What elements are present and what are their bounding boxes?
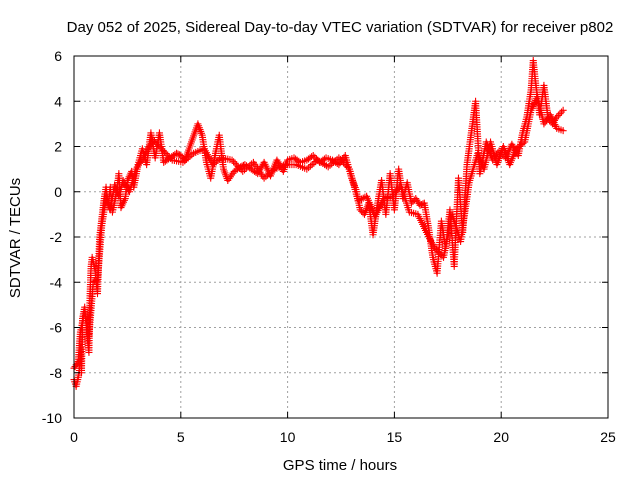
data-point-marker xyxy=(336,155,344,163)
data-point-marker xyxy=(179,158,187,166)
data-point-marker xyxy=(234,163,242,171)
data-point-marker xyxy=(233,161,241,169)
data-point-marker xyxy=(308,161,316,169)
y-tick-label: 4 xyxy=(54,93,62,109)
data-point-marker xyxy=(164,151,172,159)
y-tick-label: -10 xyxy=(42,410,62,426)
data-point-marker xyxy=(73,359,81,367)
data-point-marker xyxy=(181,157,189,165)
x-tick-label: 20 xyxy=(493,429,509,445)
data-point-marker xyxy=(556,110,564,118)
data-point-marker xyxy=(314,156,322,164)
data-point-marker xyxy=(230,158,238,166)
data-point-marker xyxy=(306,162,314,170)
axis-ticks: 0 5 10 15 20 25 -10 -8 -6 -4 -2 0 2 4 6 xyxy=(42,48,616,445)
data-point-marker xyxy=(309,152,317,160)
data-point-marker xyxy=(241,166,249,174)
data-point-marker xyxy=(239,167,247,175)
data-point-marker xyxy=(324,163,332,171)
data-point-marker xyxy=(267,168,275,176)
data-point-marker xyxy=(344,164,352,172)
data-point-marker xyxy=(184,154,192,162)
x-tick-label: 5 xyxy=(177,429,185,445)
data-point-marker xyxy=(186,152,194,160)
y-tick-label: -8 xyxy=(50,365,63,381)
data-point-marker xyxy=(165,153,173,161)
data-point-marker xyxy=(188,151,196,159)
data-point-marker xyxy=(339,159,347,167)
x-tick-label: 15 xyxy=(387,429,403,445)
data-point-marker xyxy=(269,167,277,175)
data-point-marker xyxy=(328,160,336,168)
data-point-marker xyxy=(308,153,316,161)
data-point-marker xyxy=(335,154,343,162)
data-point-marker xyxy=(305,164,313,172)
data-point-marker xyxy=(341,160,349,168)
data-point-marker xyxy=(228,156,236,164)
data-point-marker xyxy=(559,127,567,135)
data-point-marker xyxy=(242,164,250,172)
y-tick-label: 2 xyxy=(54,139,62,155)
data-point-marker xyxy=(554,111,562,119)
y-tick-label: -2 xyxy=(50,229,63,245)
chart-title: Day 052 of 2025, Sidereal Day-to-day VTE… xyxy=(67,19,614,36)
data-point-marker xyxy=(236,164,244,172)
data-point-marker xyxy=(265,170,273,178)
data-point-marker xyxy=(216,155,224,163)
data-point-marker xyxy=(338,157,346,165)
data-point-marker xyxy=(319,159,327,167)
data-point-marker xyxy=(260,174,268,182)
y-tick-label: 0 xyxy=(54,184,62,200)
data-point-marker xyxy=(182,155,190,163)
data-point-marker xyxy=(331,157,339,165)
data-point-marker xyxy=(158,145,166,153)
data-point-marker xyxy=(92,277,100,285)
data-point-marker xyxy=(342,162,350,170)
y-tick-label: 6 xyxy=(54,48,62,64)
data-point-marker xyxy=(156,143,164,151)
data-point-marker xyxy=(231,159,239,167)
data-point-marker xyxy=(161,148,169,156)
data-point-marker xyxy=(264,171,272,179)
data-point-marker xyxy=(244,163,252,171)
data-point-marker xyxy=(262,173,270,181)
data-point-marker xyxy=(310,159,318,167)
data-point-marker xyxy=(519,139,527,147)
data-point-marker xyxy=(167,154,175,162)
x-axis-label: GPS time / hours xyxy=(283,457,397,474)
data-point-marker xyxy=(162,150,170,158)
data-point-marker xyxy=(558,108,566,116)
data-point-marker xyxy=(315,157,323,165)
x-tick-label: 25 xyxy=(600,429,616,445)
data-point-marker xyxy=(317,158,325,166)
data-point-marker xyxy=(330,158,338,166)
data-point-marker xyxy=(246,161,254,169)
data-point-marker xyxy=(159,146,167,154)
y-axis-label: SDTVAR / TECUs xyxy=(7,178,24,298)
data-point-marker xyxy=(326,161,334,169)
y-tick-label: -4 xyxy=(50,274,63,290)
data-series xyxy=(70,57,567,390)
x-tick-label: 10 xyxy=(280,429,296,445)
data-point-marker xyxy=(559,106,567,114)
y-tick-label: -6 xyxy=(50,320,63,336)
data-point-marker xyxy=(303,165,311,173)
x-tick-label: 0 xyxy=(70,429,78,445)
data-point-marker xyxy=(321,161,329,169)
grid xyxy=(74,56,608,418)
